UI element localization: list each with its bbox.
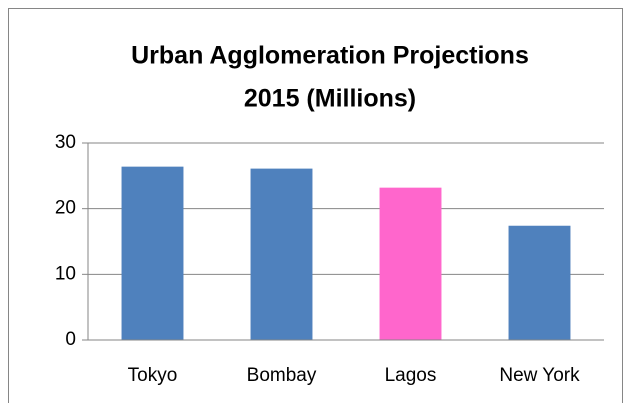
chart-title: Urban Agglomeration Projections: [131, 42, 529, 70]
chart-title: 2015 (Millions): [244, 85, 416, 113]
x-tick-label: New York: [499, 365, 580, 386]
y-tick-label: 30: [55, 132, 76, 153]
y-tick-label: 20: [55, 198, 76, 219]
x-tick-label: Bombay: [247, 365, 317, 386]
bar: [250, 168, 313, 340]
bar: [379, 187, 442, 340]
y-tick-label: 10: [55, 263, 76, 284]
bar: [121, 166, 184, 340]
y-tick-label: 0: [65, 329, 76, 350]
x-tick-label: Lagos: [385, 365, 437, 386]
bar: [508, 225, 571, 340]
x-tick-label: Tokyo: [128, 365, 178, 386]
